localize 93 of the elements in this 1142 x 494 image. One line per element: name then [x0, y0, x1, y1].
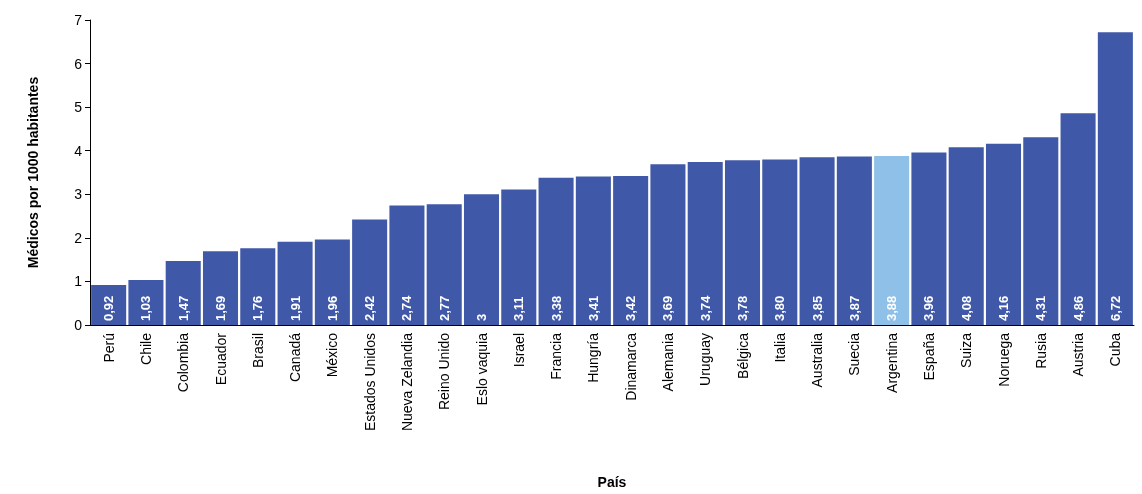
data-label: 4,86 — [1070, 295, 1086, 321]
data-label: 1,47 — [175, 295, 191, 321]
x-tick-label: Dinamarca — [622, 332, 639, 401]
y-tick-label: 4 — [74, 142, 83, 159]
x-tick-label: Francia — [548, 332, 565, 380]
data-label: 0,92 — [101, 295, 117, 321]
data-label: 3,41 — [585, 295, 601, 321]
y-tick-label: 7 — [74, 12, 83, 28]
bar — [836, 156, 872, 325]
x-tick-label: Chile — [137, 332, 154, 365]
data-label: 3,69 — [660, 295, 676, 321]
data-label: 3,80 — [772, 295, 788, 321]
y-tick-label: 3 — [74, 186, 83, 203]
x-tick-label: Austria — [1070, 332, 1087, 377]
x-tick-label: Estados Unidos — [361, 333, 378, 432]
bar — [650, 164, 686, 325]
data-label: 2,74 — [399, 294, 415, 321]
x-tick-label: Cuba — [1107, 332, 1124, 367]
x-tick-label: Suiza — [958, 332, 975, 369]
bar — [799, 157, 835, 325]
bar — [426, 204, 462, 325]
bar — [1097, 32, 1133, 325]
data-label: 4,08 — [958, 295, 974, 321]
bar — [538, 177, 574, 325]
x-tick-label: Uruguay — [697, 333, 714, 386]
bar — [874, 155, 910, 325]
x-tick-label: Argentina — [883, 332, 900, 393]
data-label: 4,16 — [996, 295, 1011, 321]
data-label: 1,03 — [138, 295, 154, 321]
data-label: 3,85 — [809, 295, 825, 321]
data-label: 3,78 — [735, 295, 750, 321]
y-tick-label: 1 — [74, 273, 83, 290]
y-tick-label: 6 — [74, 55, 83, 72]
bar — [613, 175, 649, 325]
x-axis-title: País — [597, 474, 627, 490]
data-label: 6,72 — [1107, 295, 1123, 321]
data-label: 3,87 — [846, 295, 862, 321]
x-tick-label: Bélgica — [734, 332, 751, 379]
bar — [724, 160, 761, 325]
x-tick-label: Alemania — [659, 332, 676, 392]
data-label: 3,74 — [697, 294, 713, 321]
x-tick-label: Reino Unido — [436, 332, 453, 411]
x-tick-label: México — [324, 332, 341, 378]
y-tick-label: 0 — [74, 317, 83, 333]
bar — [1060, 113, 1096, 325]
y-tick-label: 5 — [74, 99, 83, 116]
x-tick-label: Australia — [809, 332, 826, 388]
x-tick-label: Italia — [771, 332, 788, 363]
data-label: 4,31 — [1033, 295, 1049, 321]
x-tick-label: Ecuador — [212, 332, 229, 386]
bar — [165, 260, 201, 325]
bar — [277, 241, 313, 325]
bar — [128, 280, 164, 325]
data-label: 1,96 — [324, 295, 340, 321]
x-tick-label: Colombia — [175, 332, 192, 393]
y-axis-title: Médicos por 1000 habitantes — [25, 76, 41, 269]
x-tick-label: España — [920, 332, 937, 381]
x-tick-label: Rusia — [1032, 332, 1049, 369]
data-label: 1,76 — [250, 295, 266, 321]
bar — [352, 219, 388, 325]
bar — [911, 152, 947, 325]
bar — [314, 239, 350, 325]
bar — [575, 176, 611, 325]
bar — [762, 159, 798, 325]
bar — [985, 143, 1022, 325]
x-tick-label: Israel — [510, 333, 527, 368]
x-tick-label: Hungría — [585, 332, 602, 383]
data-label: 3,96 — [921, 295, 937, 321]
x-tick-label: Perú — [100, 333, 117, 363]
bar — [501, 189, 537, 325]
bar — [202, 251, 239, 325]
bar — [687, 162, 723, 325]
x-tick-label: Eslo vaquia — [473, 332, 490, 406]
x-tick-label: Canadá — [287, 332, 304, 383]
data-label: 3,11 — [511, 296, 527, 321]
bar — [948, 147, 984, 325]
bar — [1023, 137, 1059, 325]
data-label: 2,77 — [436, 295, 452, 321]
data-label: 1,69 — [213, 295, 228, 321]
data-label: 3,38 — [548, 295, 564, 321]
data-label: 3,88 — [884, 295, 900, 321]
x-tick-label: Noruega — [995, 332, 1012, 387]
bar — [240, 248, 276, 325]
y-tick-label: 2 — [74, 229, 83, 246]
x-tick-label: Brasil — [249, 333, 266, 369]
bar — [463, 194, 500, 325]
data-label: 3,42 — [623, 295, 639, 321]
x-tick-label: Nueva Zelandia — [398, 332, 415, 432]
data-label: 3 — [474, 313, 489, 321]
data-label: 1,91 — [287, 295, 303, 321]
bar — [389, 205, 425, 325]
x-tick-label: Suecia — [846, 332, 863, 376]
data-label: 2,42 — [362, 295, 378, 321]
